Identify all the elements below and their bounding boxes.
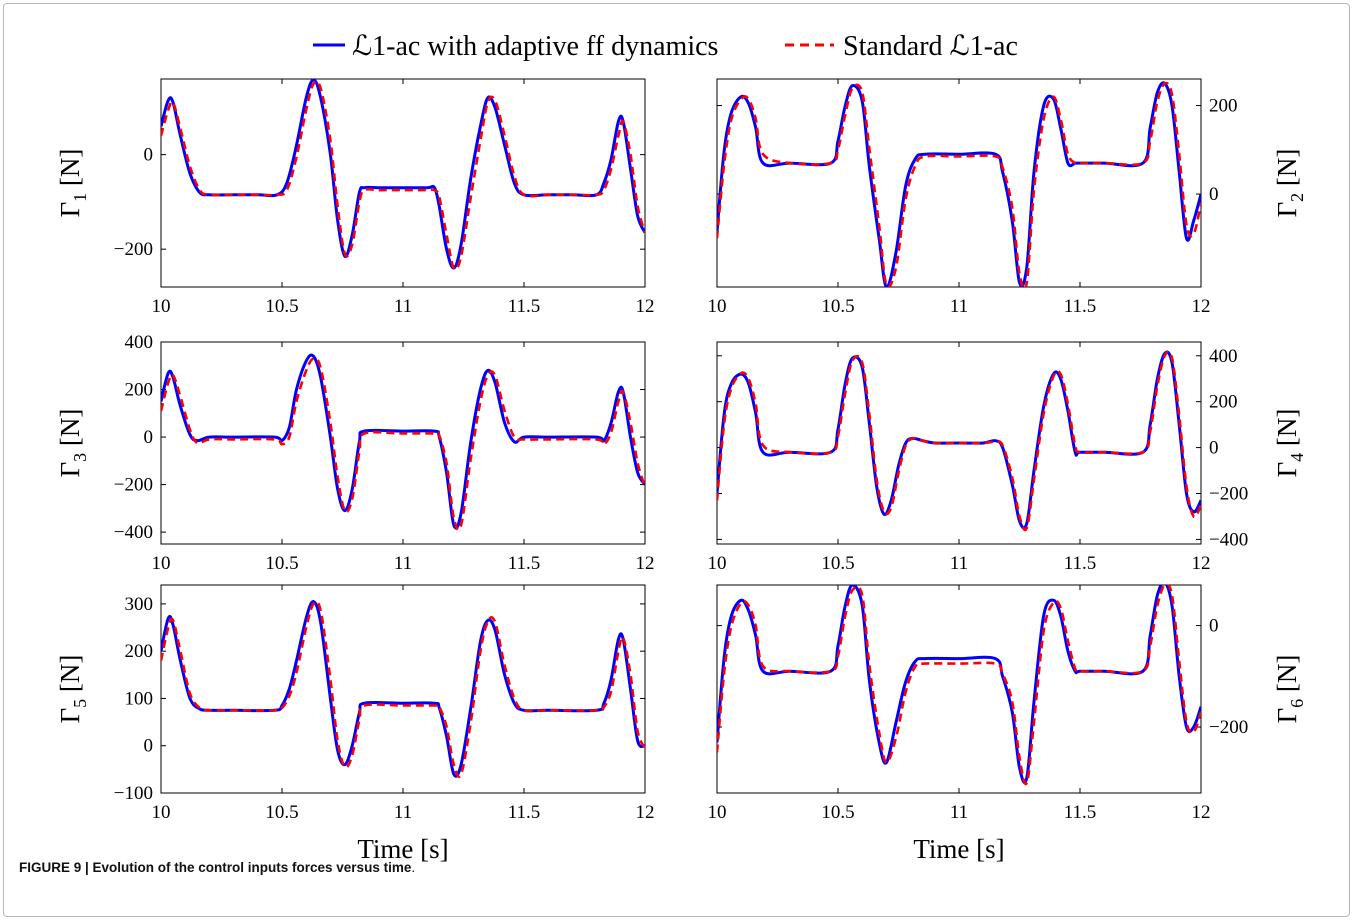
y-axis-label: Γ3 [N] bbox=[55, 409, 90, 478]
plot-g1: 10 10.5 11 11.5 12 −200 0 Γ1 [N] bbox=[55, 78, 655, 317]
plot-g5: 10 10.5 11 11.5 12 −100 0 100 200 300 Γ5 [N] Time [… bbox=[55, 584, 655, 864]
plots-container: 10 10.5 11 11.5 12 −200 0 Γ1 [N] 10 10.5 11 11.5 12 0… bbox=[55, 78, 1307, 864]
y-tick-label: −200 bbox=[114, 475, 153, 496]
y-tick-label: 0 bbox=[1209, 184, 1219, 205]
x-tick-label: 10.5 bbox=[265, 553, 298, 574]
x-axis-label: Time [s] bbox=[913, 834, 1004, 864]
x-tick-label: 12 bbox=[1192, 802, 1211, 823]
y-tick-label: 400 bbox=[125, 332, 154, 353]
x-tick-label: 11 bbox=[394, 296, 412, 317]
y-tick-label: −200 bbox=[114, 239, 153, 260]
y-tick-label: −100 bbox=[114, 783, 153, 804]
plot-frame-g3 bbox=[160, 341, 646, 545]
y-axis-label: Γ6 [N] bbox=[1272, 655, 1307, 724]
series-line-standard bbox=[161, 79, 645, 271]
y-axis-label: Γ2 [N] bbox=[1272, 149, 1307, 218]
caption-rest: . bbox=[411, 860, 416, 875]
x-tick-label: 10 bbox=[708, 553, 727, 574]
x-tick-label: 10.5 bbox=[821, 802, 854, 823]
x-tick-label: 11 bbox=[950, 296, 968, 317]
series-line-standard bbox=[161, 357, 645, 532]
legend-label-adaptive: ℒ1-ac with adaptive ff dynamics bbox=[352, 31, 718, 62]
series-line-adaptive bbox=[717, 585, 1201, 784]
series-line-adaptive bbox=[717, 350, 1201, 530]
y-tick-label: 100 bbox=[125, 688, 154, 709]
series-line-adaptive bbox=[161, 600, 645, 778]
x-tick-label: 10.5 bbox=[821, 296, 854, 317]
series-line-adaptive bbox=[717, 81, 1201, 287]
x-tick-label: 10 bbox=[708, 296, 727, 317]
y-tick-label: −400 bbox=[1209, 529, 1248, 550]
x-tick-label: 10 bbox=[152, 802, 171, 823]
plot-g3: 10 10.5 11 11.5 12 −400 −200 0 200 400 Γ3 [N] bbox=[55, 332, 655, 574]
y-tick-label: 0 bbox=[144, 736, 154, 757]
legend-label-standard: Standard ℒ1-ac bbox=[843, 31, 1018, 62]
series-line-adaptive bbox=[161, 79, 645, 270]
x-tick-label: 10 bbox=[152, 296, 171, 317]
x-tick-label: 11.5 bbox=[1064, 553, 1097, 574]
x-tick-label: 11.5 bbox=[1064, 296, 1097, 317]
x-tick-label: 12 bbox=[1192, 553, 1211, 574]
plot-g6: 10 10.5 11 11.5 12 −200 0 Γ6 [N] Time [s] bbox=[708, 584, 1307, 864]
legend: ℒ1-ac with adaptive ff dynamics Standard… bbox=[313, 31, 1018, 62]
x-tick-label: 11 bbox=[950, 802, 968, 823]
y-tick-label: 200 bbox=[125, 380, 154, 401]
y-tick-label: 0 bbox=[144, 427, 154, 448]
x-tick-label: 10 bbox=[708, 802, 727, 823]
series-line-standard bbox=[717, 350, 1201, 532]
x-tick-label: 11.5 bbox=[508, 296, 541, 317]
plot-frame-g1 bbox=[160, 78, 646, 288]
figure-caption: FIGURE 9 | Evolution of the control inpu… bbox=[19, 860, 415, 875]
y-axis-label: Γ4 [N] bbox=[1272, 409, 1307, 478]
x-tick-label: 10.5 bbox=[265, 802, 298, 823]
series-line-standard bbox=[717, 585, 1201, 786]
plot-frame-g6 bbox=[716, 584, 1202, 794]
y-tick-label: 400 bbox=[1209, 346, 1238, 367]
x-tick-label: 11.5 bbox=[508, 802, 541, 823]
y-axis-label: Γ1 [N] bbox=[55, 149, 90, 218]
x-tick-label: 12 bbox=[1192, 296, 1211, 317]
plot-g4: 10 10.5 11 11.5 12 −400 −200 0 200 400 Γ4 [N] bbox=[708, 341, 1307, 574]
series-line-adaptive bbox=[161, 353, 645, 530]
x-tick-label: 10.5 bbox=[821, 553, 854, 574]
caption-bold: FIGURE 9 | Evolution of the control inpu… bbox=[19, 860, 412, 875]
series-line-standard bbox=[717, 81, 1201, 287]
plot-g2: 10 10.5 11 11.5 12 0 200 Γ2 [N] bbox=[708, 78, 1307, 317]
x-tick-label: 11 bbox=[394, 553, 412, 574]
x-tick-label: 11 bbox=[950, 553, 968, 574]
y-tick-label: 200 bbox=[125, 641, 154, 662]
x-axis-label: Time [s] bbox=[357, 834, 448, 864]
x-tick-label: 10.5 bbox=[265, 296, 298, 317]
y-tick-label: −200 bbox=[1209, 484, 1248, 505]
y-tick-label: 200 bbox=[1209, 392, 1238, 413]
y-tick-label: 300 bbox=[125, 594, 154, 615]
x-tick-label: 12 bbox=[636, 553, 655, 574]
x-tick-label: 11 bbox=[394, 802, 412, 823]
y-axis-label: Γ5 [N] bbox=[55, 655, 90, 724]
x-tick-label: 12 bbox=[636, 296, 655, 317]
y-tick-label: −200 bbox=[1209, 717, 1248, 738]
x-tick-label: 10 bbox=[152, 553, 171, 574]
x-tick-label: 12 bbox=[636, 802, 655, 823]
series-line-standard bbox=[161, 600, 645, 779]
x-tick-label: 11.5 bbox=[1064, 802, 1097, 823]
plot-frame-g5 bbox=[160, 584, 646, 794]
y-tick-label: 0 bbox=[1209, 438, 1219, 459]
y-tick-label: 0 bbox=[1209, 616, 1219, 637]
x-tick-label: 11.5 bbox=[508, 553, 541, 574]
figure-frame bbox=[3, 3, 1350, 917]
y-tick-label: −400 bbox=[114, 522, 153, 543]
y-tick-label: 0 bbox=[144, 145, 154, 166]
plot-frame-g2 bbox=[716, 78, 1202, 288]
y-tick-label: 200 bbox=[1209, 96, 1238, 117]
